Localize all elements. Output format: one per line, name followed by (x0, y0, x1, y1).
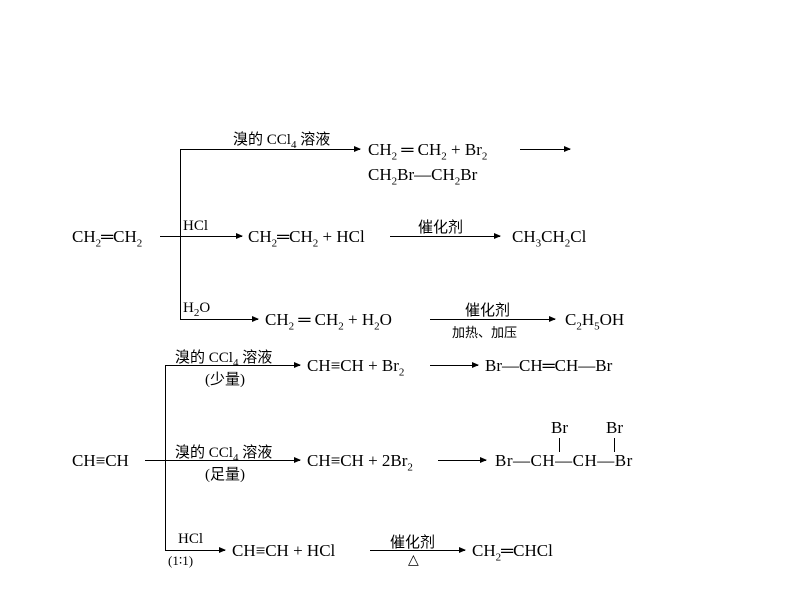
g2-b2-bond2 (614, 438, 615, 452)
g2-b2-cond: 溴的 CCl4 溶液 (175, 441, 272, 464)
reaction-diagram: CH2═CH2 溴的 CCl4 溶液 CH2 ═ CH2 + Br2 CH2Br… (0, 0, 794, 593)
g1-bracket-main (160, 236, 180, 237)
g1-b3-cond2b: 加热、加压 (452, 322, 517, 341)
g2-bracket-main (145, 460, 165, 461)
g2-b3-cond2: 催化剂 (390, 531, 435, 552)
g1-b3-product: C2H5OH (565, 310, 624, 332)
g2-b3-note: (1∶1) (168, 553, 193, 569)
g2-b1-cond: 溴的 CCl4 溶液 (175, 346, 272, 369)
g2-b1-note: (少量) (205, 368, 245, 389)
g1-b2-eq: CH2═CH2 + HCl (248, 227, 365, 249)
g2-bracket-vert (165, 365, 166, 550)
g1-b3-cond2a: 催化剂 (465, 299, 510, 320)
g2-b2-eq: CH≡CH + 2Br2 (307, 451, 413, 473)
g2-b1-arrow2 (430, 365, 478, 366)
g1-b2-cond: HCl (183, 218, 208, 235)
g2-b3-eq: CH≡CH + HCl (232, 541, 335, 561)
g2-b1-eq: CH≡CH + Br2 (307, 356, 404, 378)
g2-reactant: CH≡CH (72, 451, 129, 471)
g1-b1-eq: CH2 ═ CH2 + Br2 (368, 140, 487, 162)
g2-b3-product: CH2═CHCl (472, 541, 553, 563)
g1-bracket-mid (180, 236, 212, 237)
g2-b2-br1: Br (551, 418, 568, 438)
g1-arrow-mid (212, 236, 242, 237)
g1-b2-cond2: 催化剂 (418, 216, 463, 237)
g1-bracket-bot (180, 319, 228, 320)
g1-b3-cond: H2O (183, 300, 210, 319)
g2-b2-main: Br—CH—CH—Br (495, 451, 633, 471)
g2-b3-cond: HCl (178, 531, 203, 548)
g1-bracket-top (180, 149, 228, 150)
g2-arrow-bot (165, 550, 225, 551)
g1-b1-cond: 溴的 CCl4 溶液 (233, 128, 330, 151)
g1-b2-product: CH3CH2Cl (512, 227, 586, 249)
g2-b1-product: Br—CH═CH—Br (485, 356, 612, 376)
g1-b3-eq: CH2 ═ CH2 + H2O (265, 310, 392, 332)
g2-b2-arrow2 (438, 460, 486, 461)
g2-b2-bond1 (559, 438, 560, 452)
g2-b3-triangle: △ (408, 552, 419, 569)
g1-bracket-vert (180, 149, 181, 319)
g2-b2-br2: Br (606, 418, 623, 438)
g1-reactant: CH2═CH2 (72, 227, 142, 249)
g1-b1-arrow2 (520, 149, 570, 150)
g2-b2-note: (足量) (205, 463, 245, 484)
g1-b1-product: CH2Br—CH2Br (368, 165, 477, 187)
g1-arrow-bot (228, 319, 258, 320)
